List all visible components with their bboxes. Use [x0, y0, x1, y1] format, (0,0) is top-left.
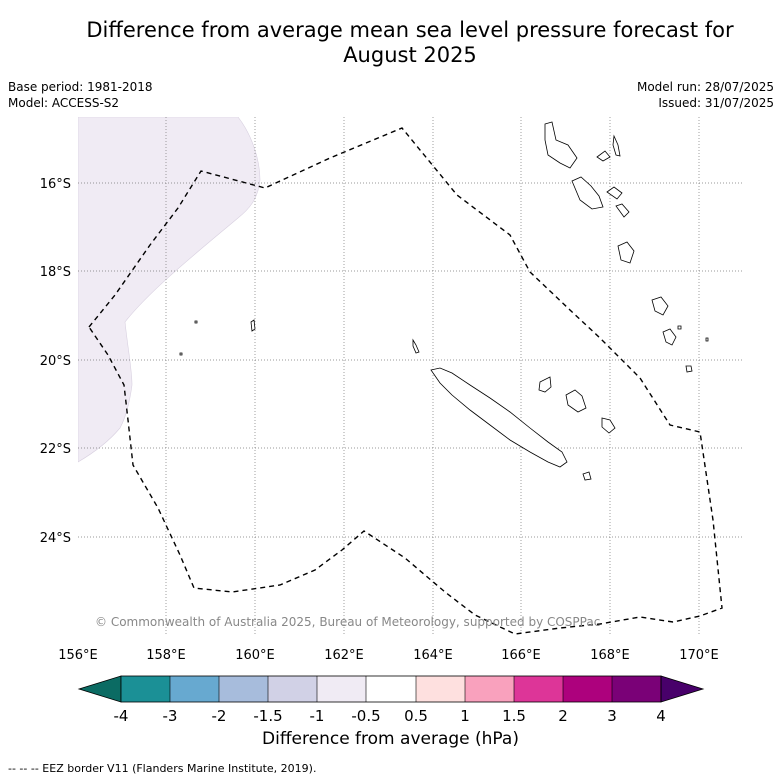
- lat-label-18s: 18°S: [40, 265, 71, 280]
- cbar-tick-label: 1: [460, 707, 470, 725]
- colorbar-bin-9: [514, 676, 563, 702]
- lon-label-170e: 170°E: [679, 648, 719, 663]
- colorbar-bin-11: [612, 676, 661, 702]
- lon-label-156e: 156°E: [58, 648, 98, 663]
- colorbar-bin-7: [416, 676, 465, 702]
- title-line-2: August 2025: [343, 43, 477, 67]
- meta-right: Model run: 28/07/2025 Issued: 31/07/2025: [637, 79, 774, 111]
- colorbar-bin-3: [219, 676, 268, 702]
- cbar-tick-label: 3: [607, 707, 617, 725]
- colorbar-bin-8: [465, 676, 514, 702]
- lat-label-16s: 16°S: [40, 177, 71, 192]
- lat-label-24s: 24°S: [40, 531, 71, 546]
- cbar-tick-label: -2: [212, 707, 227, 725]
- cbar-tick-label: -0.5: [351, 707, 380, 725]
- map-area: © Commonwealth of Australia 2025, Bureau…: [78, 117, 743, 636]
- lat-label-22s: 22°S: [40, 442, 71, 457]
- model-name: Model: ACCESS-S2: [8, 96, 120, 110]
- cbar-tick-label: 2: [558, 707, 568, 725]
- cbar-tick-label: 4: [656, 707, 666, 725]
- eez-border: [88, 127, 723, 635]
- meta-left: Base period: 1981-2018 Model: ACCESS-S2: [8, 79, 153, 111]
- latitude-labels: 16°S 18°S 20°S 22°S 24°S: [40, 177, 71, 546]
- cbar-tick-label: 1.5: [502, 707, 526, 725]
- lon-label-158e: 158°E: [146, 648, 186, 663]
- title-line-1: Difference from average mean sea level p…: [86, 18, 734, 42]
- lon-label-162e: 162°E: [324, 648, 364, 663]
- copyright-notice: © Commonwealth of Australia 2025, Bureau…: [95, 615, 600, 629]
- lon-label-160e: 160°E: [235, 648, 275, 663]
- colorbar-outline: [120, 675, 662, 703]
- vanuatu: [544, 121, 709, 373]
- lon-label-168e: 168°E: [590, 648, 630, 663]
- colorbar-tick-labels: -4 -3 -2 -1.5 -1 -0.5 0.5 1 1.5 2 3 4: [114, 707, 666, 725]
- map-title: Difference from average mean sea level p…: [40, 18, 780, 68]
- colorbar-bin-2: [170, 676, 219, 702]
- colorbar-bin-1: [121, 676, 170, 702]
- colorbar-bin-6: [366, 676, 416, 702]
- cbar-tick-label: -3: [163, 707, 178, 725]
- small-islands: [179, 319, 256, 356]
- lon-label-166e: 166°E: [501, 648, 541, 663]
- gridlines: [78, 117, 743, 636]
- cbar-tick-label: -1: [310, 707, 325, 725]
- cbar-tick-label: -1.5: [253, 707, 282, 725]
- colorbar: [77, 675, 705, 703]
- longitude-labels: 156°E 158°E 160°E 162°E 164°E 166°E 168°…: [58, 648, 719, 663]
- lon-label-164e: 164°E: [413, 648, 453, 663]
- cbar-tick-label: 0.5: [404, 707, 428, 725]
- colorbar-low-extension: [77, 675, 122, 703]
- colorbar-bin-10: [563, 676, 612, 702]
- colorbar-high-extension: [660, 675, 705, 703]
- anomaly-shading: [78, 117, 261, 463]
- colorbar-bin-4: [268, 676, 317, 702]
- cbar-tick-label: -4: [114, 707, 129, 725]
- new-caledonia: [412, 338, 616, 481]
- base-period: Base period: 1981-2018: [8, 80, 153, 94]
- model-run: Model run: 28/07/2025: [636, 80, 774, 94]
- colorbar-dividers: [169, 676, 613, 702]
- lat-label-20s: 20°S: [40, 354, 71, 369]
- issued-date: Issued: 31/07/2025: [658, 96, 774, 110]
- colorbar-bin-5: [317, 676, 366, 702]
- eez-footnote: -- -- -- EEZ border V11 (Flanders Marine…: [8, 762, 317, 775]
- colorbar-title: Difference from average (hPa): [262, 729, 519, 749]
